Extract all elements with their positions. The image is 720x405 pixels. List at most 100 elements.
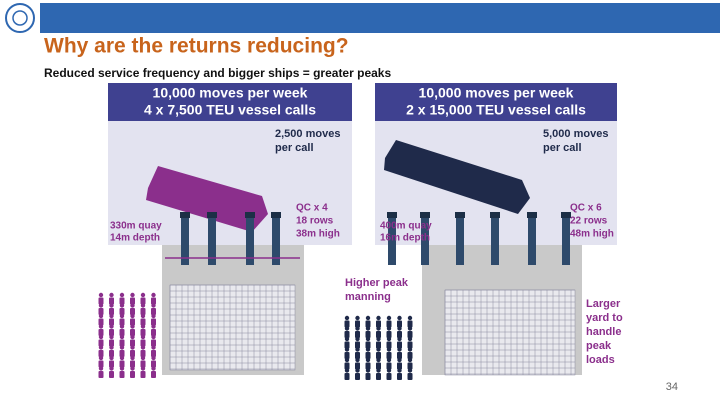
person-icon (365, 331, 371, 338)
person-icon (355, 347, 360, 352)
person-icon (376, 347, 381, 352)
person-icon (355, 336, 360, 342)
crane-top (561, 212, 571, 218)
crane-top (271, 212, 281, 218)
person-icon (376, 315, 381, 321)
crane-top (455, 212, 465, 218)
person-icon (151, 297, 156, 305)
person-icon (98, 329, 104, 336)
person-icon (130, 303, 135, 308)
crane-top (245, 212, 255, 218)
person-icon (355, 373, 360, 380)
person-icon (407, 357, 413, 363)
manning-callout: Higher peak (345, 277, 409, 289)
person-icon (344, 368, 350, 373)
person-icon (151, 371, 156, 378)
person-icon (98, 308, 104, 315)
crane-top (490, 212, 500, 218)
crane-top (527, 212, 537, 218)
person-icon (130, 366, 135, 371)
person-icon (397, 368, 402, 373)
person-icon (407, 320, 413, 328)
person-icon (151, 360, 156, 368)
person-icon (397, 320, 402, 328)
person-icon (355, 362, 360, 370)
person-icon (407, 352, 413, 359)
person-icon (151, 292, 156, 298)
crane (562, 215, 570, 265)
person-icon (355, 315, 360, 321)
person-icon (407, 362, 413, 370)
person-icon (109, 324, 114, 329)
person-icon (365, 373, 371, 380)
person-icon (130, 345, 135, 350)
person-icon (130, 350, 135, 357)
person-icon (376, 341, 381, 349)
person-icon (109, 313, 114, 319)
crane (528, 215, 536, 265)
crane-note: 38m high (296, 229, 340, 240)
person-icon (344, 336, 350, 342)
person-icon (140, 371, 146, 378)
person-icon (119, 329, 125, 336)
crane (272, 215, 280, 265)
person-icon (355, 368, 360, 373)
page-number: 34 (666, 381, 678, 393)
person-icon (109, 371, 114, 378)
person-icon (119, 360, 125, 368)
person-icon (109, 334, 114, 340)
person-icon (344, 341, 350, 349)
person-icon (98, 371, 104, 378)
yard-callout: Larger (586, 298, 621, 310)
person-icon (109, 345, 114, 350)
quay-note: 16m depth (380, 233, 430, 244)
person-icon (386, 352, 392, 359)
person-icon (386, 373, 392, 380)
person-icon (109, 297, 114, 305)
yard-callout: yard to (586, 312, 623, 324)
yard-blocks (444, 289, 576, 376)
person-icon (119, 303, 125, 308)
person-icon (386, 368, 392, 373)
yard-callout: loads (586, 354, 615, 366)
person-icon (98, 350, 104, 357)
person-icon (365, 352, 371, 359)
person-icon (140, 313, 146, 319)
person-icon (130, 308, 135, 315)
yard-callout: handle (586, 326, 621, 338)
person-icon (130, 360, 135, 368)
person-icon (109, 308, 114, 315)
person-icon (109, 350, 114, 357)
quay-note: 330m quay (110, 221, 162, 232)
person-icon (130, 339, 135, 347)
person-icon (140, 339, 146, 347)
person-icon (344, 331, 350, 338)
person-icon (397, 373, 402, 380)
person-icon (386, 362, 392, 370)
moves-per-call: 2,500 moves (275, 128, 340, 140)
person-icon (365, 362, 371, 370)
person-icon (140, 345, 146, 350)
person-icon (140, 297, 146, 305)
crane (388, 215, 396, 265)
person-icon (130, 313, 135, 319)
ship (384, 140, 530, 214)
person-icon (344, 357, 350, 363)
person-icon (407, 326, 413, 331)
crane-note: 22 rows (570, 216, 608, 227)
person-icon (376, 320, 381, 328)
person-icon (376, 326, 381, 331)
person-icon (109, 318, 114, 326)
panel-heading: 4 x 7,500 TEU vessel calls (144, 102, 316, 118)
crane-top (180, 212, 190, 218)
person-icon (376, 362, 381, 370)
person-icon (140, 360, 146, 368)
person-icon (365, 347, 371, 352)
person-icon (151, 350, 156, 357)
logo-inner (12, 10, 28, 26)
person-icon (140, 308, 146, 315)
person-icon (355, 331, 360, 338)
person-icon (109, 303, 114, 308)
crane (208, 215, 216, 265)
person-icon (119, 308, 125, 315)
